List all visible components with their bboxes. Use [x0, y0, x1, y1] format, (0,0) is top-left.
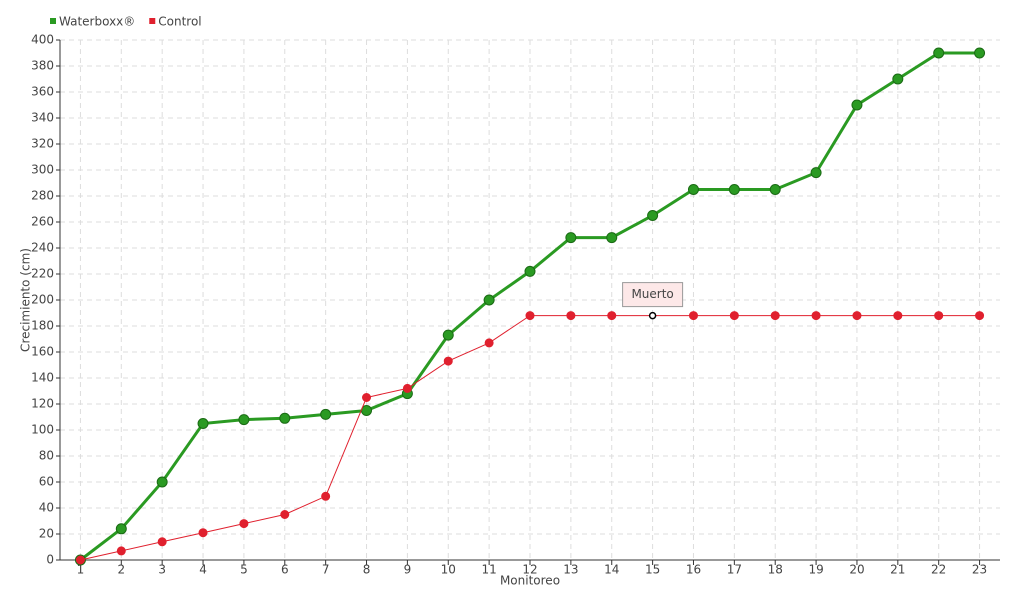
data-point	[484, 338, 494, 348]
data-point	[442, 329, 454, 341]
x-tick-label: 3	[158, 563, 166, 577]
data-point	[770, 311, 780, 321]
data-point	[483, 294, 495, 306]
data-point	[402, 383, 412, 393]
y-tick-label: 160	[31, 345, 54, 359]
y-tick-label: 20	[39, 527, 54, 541]
y-tick-label: 120	[31, 397, 54, 411]
data-point	[647, 210, 659, 221]
data-point	[810, 167, 822, 179]
data-point	[362, 393, 372, 402]
data-point	[565, 232, 577, 244]
data-point	[157, 537, 167, 547]
data-point	[769, 184, 781, 195]
data-point	[852, 311, 862, 321]
data-point	[280, 510, 290, 519]
data-point	[851, 99, 863, 111]
y-tick-label: 0	[46, 553, 54, 567]
y-tick-label: 340	[31, 111, 54, 125]
y-axis-label: Crecimiento (cm)	[19, 248, 33, 352]
data-point	[606, 232, 618, 244]
x-tick-label: 15	[645, 563, 660, 577]
data-point	[975, 311, 985, 321]
x-tick-label: 12	[522, 563, 537, 577]
x-tick-label: 22	[931, 563, 946, 577]
x-tick-label: 17	[727, 563, 742, 577]
data-point	[320, 408, 332, 420]
x-tick-label: 18	[768, 563, 783, 577]
annotation: Muerto	[622, 282, 684, 308]
y-tick-label: 40	[39, 501, 54, 515]
data-point	[648, 311, 657, 320]
x-tick-label: 23	[972, 563, 987, 577]
x-tick-label: 11	[481, 563, 496, 577]
data-point	[525, 311, 535, 321]
y-tick-label: 60	[39, 475, 54, 489]
data-point	[524, 265, 536, 277]
data-point	[566, 311, 576, 321]
legend-label: Control	[158, 15, 201, 29]
y-tick-label: 140	[31, 371, 54, 385]
y-tick-label: 180	[31, 319, 54, 333]
data-point	[892, 73, 904, 85]
data-point	[893, 311, 903, 321]
x-tick-label: 1	[77, 563, 85, 577]
x-tick-label: 2	[117, 563, 125, 577]
data-point	[198, 528, 208, 538]
x-tick-label: 21	[890, 563, 905, 577]
x-tick-label: 10	[441, 563, 456, 577]
x-tick-label: 5	[240, 563, 248, 577]
y-tick-label: 80	[39, 449, 54, 463]
data-point	[729, 311, 739, 321]
data-point	[974, 47, 986, 59]
y-tick-label: 320	[31, 137, 54, 151]
x-tick-label: 13	[563, 563, 578, 577]
x-tick-label: 9	[404, 563, 412, 577]
data-point	[238, 414, 250, 426]
data-point	[197, 418, 209, 429]
x-tick-label: 19	[808, 563, 823, 577]
y-tick-label: 280	[31, 189, 54, 203]
y-tick-label: 300	[31, 163, 54, 177]
y-tick-label: 200	[31, 293, 54, 307]
data-point	[116, 546, 126, 556]
data-point	[443, 356, 453, 366]
y-tick-label: 380	[31, 59, 54, 73]
y-tick-label: 260	[31, 215, 54, 229]
x-tick-label: 7	[322, 563, 330, 577]
legend-swatch	[149, 18, 156, 24]
data-point	[239, 519, 249, 529]
x-axis-label: Monitoreo	[500, 574, 560, 588]
legend-label: Waterboxx®	[59, 15, 135, 29]
data-point	[156, 476, 168, 488]
x-tick-label: 6	[281, 563, 289, 577]
y-tick-label: 100	[31, 423, 54, 437]
y-tick-label: 400	[31, 33, 54, 47]
x-tick-label: 4	[199, 563, 207, 577]
annotation-text: Muerto	[631, 287, 673, 301]
data-point	[607, 311, 617, 321]
x-tick-label: 14	[604, 563, 619, 577]
y-tick-label: 240	[31, 241, 54, 255]
data-point	[811, 311, 821, 321]
legend-swatch	[50, 18, 56, 24]
annotation-box	[622, 282, 684, 308]
x-tick-label: 20	[849, 563, 864, 577]
y-tick-label: 220	[31, 267, 54, 281]
data-point	[75, 555, 85, 565]
data-point	[934, 311, 944, 321]
x-tick-label: 16	[686, 563, 701, 577]
x-tick-label: 8	[363, 563, 371, 577]
data-point	[728, 184, 740, 195]
data-point	[933, 47, 945, 59]
data-point	[687, 184, 699, 195]
data-point	[688, 311, 698, 321]
y-tick-label: 360	[31, 85, 54, 99]
data-point	[321, 491, 331, 501]
data-point	[115, 523, 127, 535]
data-point	[279, 412, 291, 424]
